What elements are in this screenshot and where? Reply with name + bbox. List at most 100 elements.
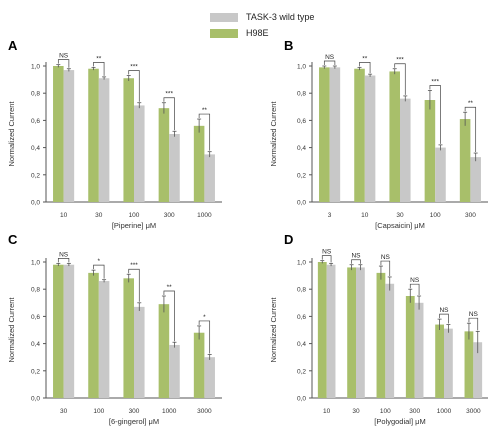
bar-h98e-D [317,262,327,398]
significance-label-A: NS [59,53,69,60]
significance-label-D: NS [381,254,391,261]
x-tick-label-C: 300 [129,408,140,415]
bar-h98e-B [424,100,436,202]
significance-bracket-B [429,85,441,144]
bar-h98e-A [53,66,64,202]
y-tick-label-A: 0,0 [31,200,40,207]
y-tick-label-D: 0,2 [297,368,306,375]
bar-wild-type-D [356,267,365,398]
bar-wild-type-A [98,78,110,202]
x-tick-label-D: 3000 [466,408,481,415]
significance-label-B: ** [468,100,474,107]
panel-letter-C: C [8,232,18,247]
x-tick-label-A: 10 [60,212,68,219]
significance-label-A: ** [96,55,102,62]
x-tick-label-C: 30 [60,408,68,415]
y-tick-label-A: 0,4 [31,145,40,152]
y-tick-label-B: 0,4 [297,145,306,152]
significance-label-D: NS [469,311,479,318]
y-tick-label-B: 0,2 [297,172,306,179]
bar-h98e-B [354,68,365,202]
y-tick-label-A: 0,8 [31,91,40,98]
legend-label-wild-type: TASK-3 wild type [246,12,315,22]
significance-label-C: * [203,314,206,321]
y-tick-label-B: 1,0 [297,64,306,71]
bar-h98e-C [53,264,64,398]
significance-label-A: *** [165,91,173,98]
bar-h98e-D [435,324,444,398]
x-tick-label-B: 3 [328,212,332,219]
x-tick-label-D: 30 [352,408,360,415]
bar-wild-type-B [435,147,446,202]
bar-h98e-A [88,68,99,202]
legend-item-h98e: H98E [210,25,314,41]
significance-bracket-C [163,290,175,342]
x-tick-label-A: 30 [95,212,103,219]
significance-bracket-A [93,62,105,76]
y-tick-label-D: 1,0 [297,260,306,267]
x-tick-label-B: 30 [396,212,404,219]
y-tick-label-C: 0,6 [31,314,40,321]
significance-label-B: ** [362,55,368,62]
y-tick-label-C: 0,2 [31,368,40,375]
bar-h98e-D [376,272,386,398]
significance-bracket-A [128,70,140,102]
bar-wild-type-C [204,357,215,398]
panel-letter-B: B [284,38,293,53]
bar-h98e-B [319,67,330,202]
significance-label-D: NS [351,253,361,260]
x-tick-label-B: 100 [430,212,441,219]
significance-bracket-A [163,97,175,131]
bar-wild-type-A [169,134,180,202]
significance-label-A: ** [202,107,208,114]
y-axis-label-D: Normalized Current [269,297,278,363]
significance-bracket-D [468,317,479,331]
significance-bracket-C [198,320,211,354]
significance-bracket-C [128,268,140,302]
significance-bracket-D [439,313,449,324]
significance-bracket-B [394,63,406,95]
significance-label-B: *** [396,57,404,64]
bar-h98e-B [389,71,400,202]
bar-h98e-A [123,78,134,202]
panel-letter-A: A [8,38,18,53]
bar-wild-type-D [414,302,424,398]
x-tick-label-D: 100 [380,408,391,415]
bar-h98e-A [158,108,170,202]
significance-label-B: NS [325,54,335,61]
x-tick-label-D: 300 [409,408,420,415]
significance-label-C: * [98,258,101,265]
x-tick-label-C: 100 [93,408,104,415]
y-tick-label-A: 0,2 [31,172,40,179]
significance-bracket-D [351,259,361,264]
bar-wild-type-B [470,157,481,202]
significance-label-C: ** [167,284,173,291]
x-tick-label-D: 10 [323,408,331,415]
y-axis-label-B: Normalized Current [269,101,278,167]
bar-h98e-C [158,304,170,398]
x-axis-label-C: [6-gingerol] μM [109,417,159,426]
significance-bracket-C [57,258,70,263]
x-tick-label-B: 300 [465,212,476,219]
bar-h98e-D [347,267,356,398]
y-tick-label-D: 0,0 [297,396,306,403]
significance-label-D: NS [410,277,420,284]
significance-bracket-A [57,59,70,68]
bar-h98e-B [459,119,471,202]
bar-wild-type-C [63,264,75,398]
significance-bracket-C [93,264,105,279]
legend: TASK-3 wild type H98E [210,9,314,41]
y-tick-label-D: 0,4 [297,341,306,348]
y-axis-label-A: Normalized Current [7,101,16,167]
x-axis-label-A: [Piperine] μM [112,221,156,230]
x-tick-label-C: 1000 [162,408,177,415]
bar-h98e-C [193,332,205,398]
significance-bracket-A [198,113,211,151]
y-tick-label-C: 0,0 [31,396,40,403]
y-axis-label-C: Normalized Current [7,297,16,363]
bar-h98e-C [123,278,134,398]
legend-label-h98e: H98E [246,28,269,38]
significance-bracket-B [464,106,477,153]
y-tick-label-B: 0,8 [297,91,306,98]
significance-label-D: NS [322,249,332,256]
